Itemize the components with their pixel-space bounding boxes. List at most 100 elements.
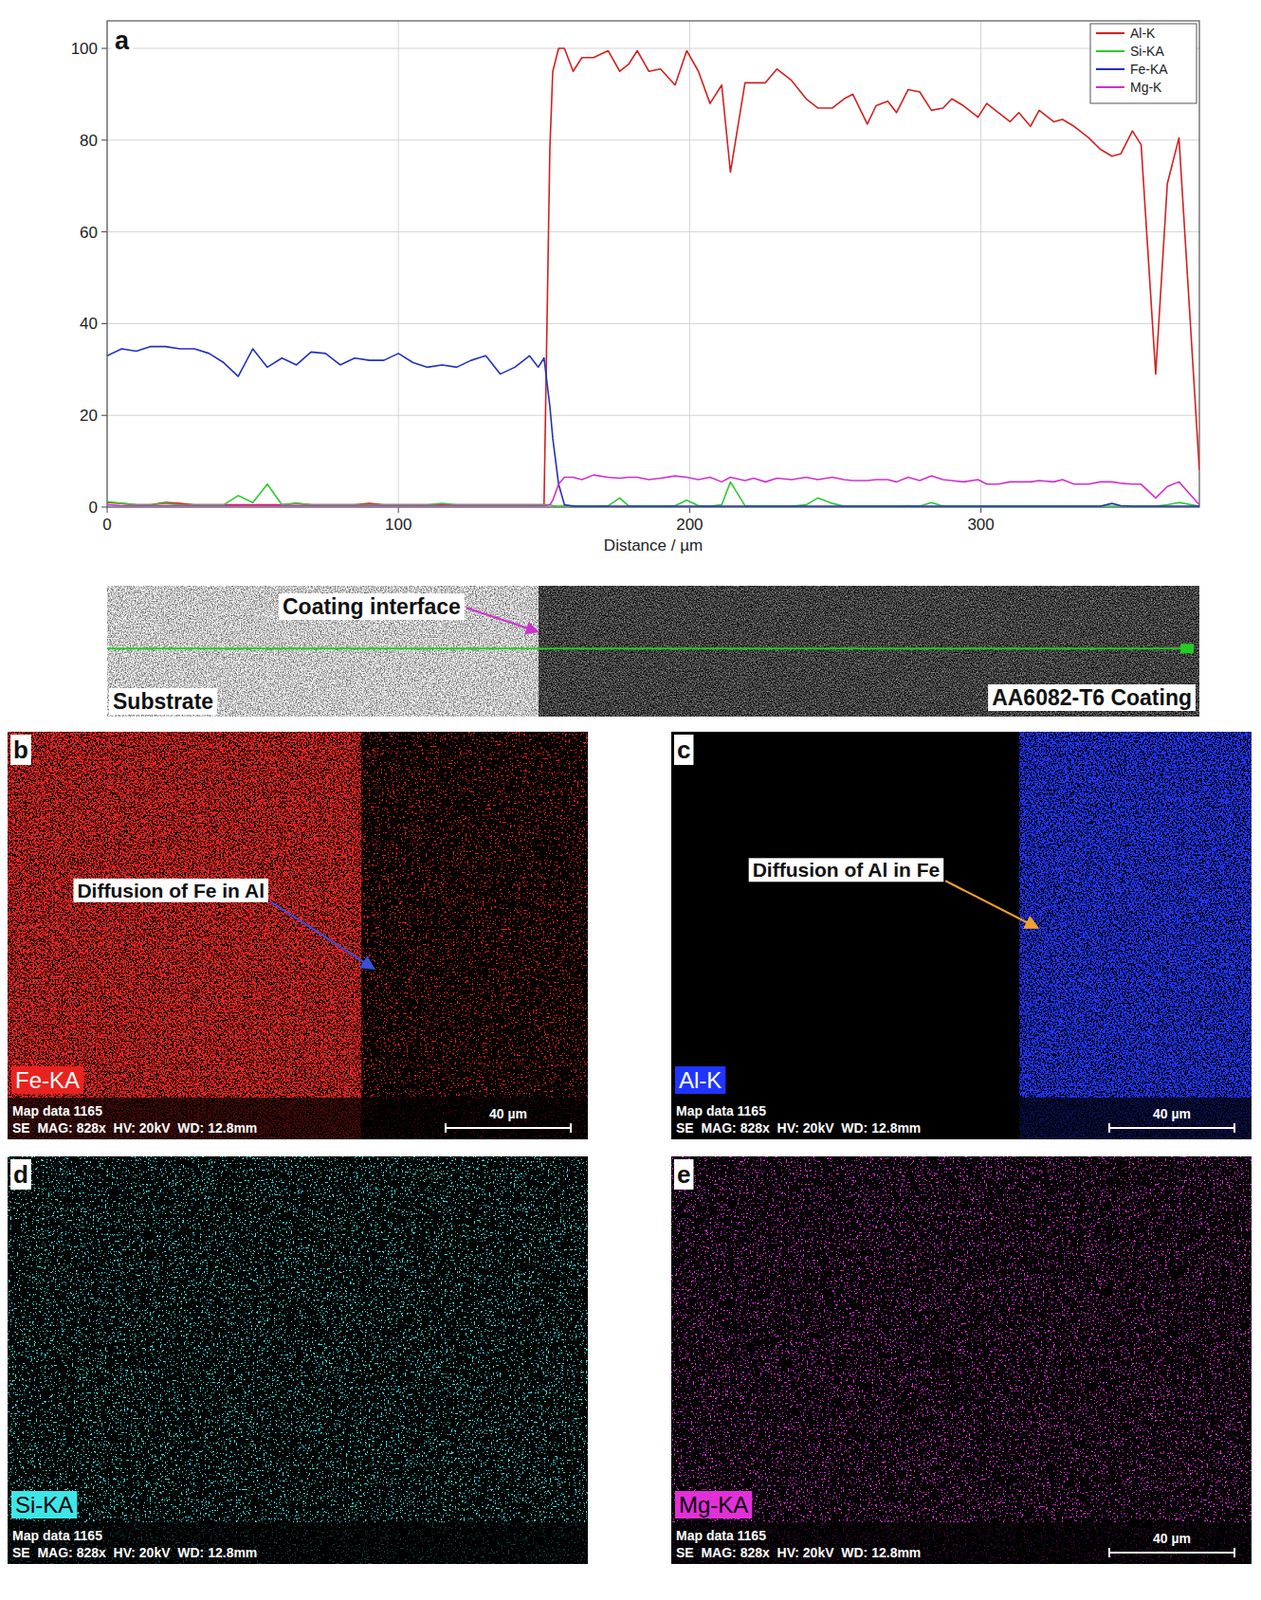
- tick-y: [101, 415, 108, 417]
- grid-line-x: [980, 20, 982, 508]
- annotation-box: [749, 858, 945, 882]
- annotation: Diffusion of Fe in Al: [76, 879, 265, 902]
- interface-label: Coating interface: [282, 594, 461, 620]
- grid-line-y: [107, 323, 1200, 325]
- annotation-arrow: [945, 880, 1037, 928]
- scale-bar-end: [1233, 1123, 1236, 1134]
- grid-line-y: [107, 48, 1200, 50]
- grid-line-x: [398, 20, 400, 508]
- substrate-image: [107, 585, 539, 717]
- legend-box: [1090, 23, 1197, 104]
- coating-label-box: [987, 684, 1196, 712]
- eds-map: cDiffusion of Al in FeAl-KMap data 1165S…: [671, 731, 1252, 1140]
- sparse-signal: [7, 1156, 588, 1565]
- grid-line-y: [107, 139, 1200, 141]
- grid-line-y: [107, 415, 1200, 417]
- scale-bar: [445, 1127, 571, 1130]
- panel-label-box: [10, 1159, 32, 1190]
- scale-bar: [1109, 1127, 1235, 1130]
- grid-line-y: [107, 231, 1200, 233]
- map-background: [671, 731, 1252, 1140]
- panel-label-box: [10, 734, 32, 766]
- series-line: [107, 48, 1200, 506]
- map-background: [7, 731, 588, 1140]
- tick-y: [101, 139, 108, 141]
- tick-x: [398, 507, 400, 513]
- substrate-label: Substrate: [112, 689, 214, 714]
- map-meta-text: SE MAG: 828x HV: 20kV WD: 12.8mm: [676, 1545, 921, 1561]
- tick-y: [101, 323, 108, 325]
- map-meta-text: SE MAG: 828x HV: 20kV WD: 12.8mm: [12, 1545, 257, 1561]
- legend-swatch: [1096, 32, 1125, 35]
- info-band: [671, 1097, 1252, 1140]
- series-line: [107, 481, 1200, 507]
- map-data-text: Map data 1165: [12, 1528, 103, 1544]
- interface-label-box: [278, 593, 465, 621]
- map-data-text: Map data 1165: [676, 1103, 767, 1119]
- tick-x: [107, 507, 109, 513]
- scale-bar: [1109, 1552, 1235, 1554]
- tick-label-x: 200: [676, 515, 703, 534]
- tick-label-y: 80: [79, 131, 98, 150]
- legend-label: Mg-K: [1130, 79, 1163, 95]
- annotation: Diffusion of Al in Fe: [752, 858, 941, 881]
- figure: 0100200300020406080100Distance / µmAl-KS…: [0, 0, 1261, 1600]
- scale-bar-label: 40 µm: [1152, 1106, 1191, 1122]
- map-meta-text: SE MAG: 828x HV: 20kV WD: 12.8mm: [676, 1120, 921, 1136]
- tick-y: [101, 231, 108, 233]
- map-meta-text: SE MAG: 828x HV: 20kV WD: 12.8mm: [12, 1120, 257, 1136]
- element-label: Si-KA: [15, 1492, 74, 1518]
- element-label: Fe-KA: [15, 1067, 80, 1094]
- tick-label-y: 20: [79, 406, 98, 425]
- annotation-box: [73, 878, 269, 903]
- coating-image: [538, 585, 1200, 717]
- tick-y: [101, 507, 108, 509]
- series-line: [107, 475, 1200, 506]
- sem-strip: Coating interface Substrate AA6082-T6 Coat…: [107, 585, 1200, 717]
- coating-label: AA6082-T6 Coating: [991, 685, 1192, 711]
- map-background: [671, 1156, 1252, 1565]
- scale-bar-label: 40 µm: [489, 1106, 528, 1122]
- element-label-box: [675, 1491, 752, 1519]
- eds-map: e Mg-KA Map data 1165SE MAG: 828x HV: 20kV…: [671, 1156, 1252, 1565]
- tick-label-y: 40: [79, 314, 98, 333]
- map-data-text: Map data 1165: [676, 1528, 767, 1544]
- element-label-box: [675, 1066, 726, 1095]
- annotation-arrow: [270, 901, 374, 969]
- scan-line: [107, 647, 1190, 650]
- tick-y: [101, 48, 108, 50]
- sparse-signal: [361, 731, 588, 1140]
- scale-bar-end: [569, 1123, 572, 1134]
- eds-map: d Si-KA Map data 1165SE MAG: 828x HV: 20kV…: [7, 1156, 588, 1565]
- info-band: [7, 1522, 588, 1565]
- legend-swatch: [1096, 50, 1125, 53]
- panel-label: a: [114, 26, 130, 55]
- interface-arrow: [466, 607, 537, 632]
- panel-label-box: [111, 25, 133, 56]
- eds-map: b Diffusion of Fe in Al Fe-KA Map data 1165…: [7, 731, 588, 1140]
- scale-bar-end: [1233, 1548, 1236, 1558]
- tick-label-x: 0: [102, 515, 111, 534]
- legend-label: Al-K: [1130, 25, 1156, 41]
- panel-label: c: [676, 735, 691, 765]
- tick-label-x: 300: [967, 515, 994, 534]
- element-label-box: [11, 1066, 84, 1095]
- tick-label-y: 0: [89, 498, 98, 517]
- panel-label: e: [676, 1160, 691, 1189]
- dense-signal: [1019, 731, 1252, 1140]
- sparse-signal: [671, 1156, 1252, 1565]
- panel-label: d: [13, 1160, 29, 1189]
- element-label: Mg-KA: [678, 1492, 749, 1518]
- tick-label-x: 100: [384, 515, 412, 534]
- legend-swatch: [1096, 86, 1125, 89]
- map-background: [7, 1156, 588, 1565]
- map-data-text: Map data 1165: [12, 1103, 103, 1119]
- info-band: [7, 1097, 588, 1140]
- series-line: [107, 347, 1200, 507]
- tick-x: [980, 507, 982, 513]
- panel-label: b: [13, 735, 29, 765]
- scale-bar-end: [1108, 1548, 1111, 1558]
- substrate-label-box: [109, 688, 218, 715]
- legend-label: Si-KA: [1130, 43, 1165, 59]
- plot-frame: [107, 20, 1200, 508]
